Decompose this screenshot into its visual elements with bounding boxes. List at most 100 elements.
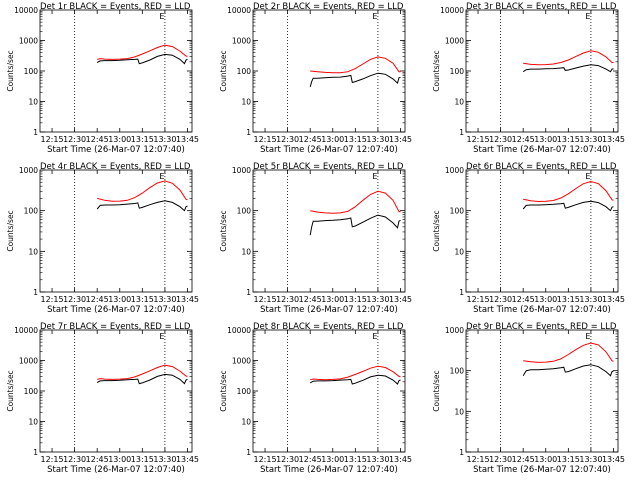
x-axis-label: Start Time (26-Mar-07 12:07:40) [473,145,611,155]
x-tick-label: 13:00 [108,295,131,304]
y-tick-label: 1000 [232,37,251,46]
lld-series-line [523,50,614,66]
x-tick-label: 12:15 [41,295,64,304]
x-tick-label: 13:00 [321,455,344,464]
chart-title: Det 7r BLACK = Events, RED = LLD [40,322,191,332]
x-tick-label: 12:30 [63,455,86,464]
x-tick-label: 13:45 [602,295,625,304]
x-axis-label: Start Time (26-Mar-07 12:07:40) [260,145,398,155]
events-series-line [96,53,188,65]
y-tick-label: 1000 [232,357,251,366]
x-tick-label: 12:15 [41,455,64,464]
x-tick-label: 12:15 [467,455,490,464]
x-tick-label: 13:15 [557,135,580,144]
x-tick-label: 13:15 [344,135,367,144]
chart-panel-1: Det 1r BLACK = Events, RED = LLD 12:15 12:… [6,2,199,155]
y-tick-label: 100 [24,207,39,216]
marker-label: E [585,332,590,341]
y-tick-label: 100 [450,367,465,376]
x-tick-label: 13:30 [153,135,176,144]
y-tick-label: 1 [33,448,38,457]
x-tick-label: 12:15 [41,135,64,144]
x-tick-label: 12:15 [254,135,277,144]
x-tick-label: 12:45 [512,295,535,304]
y-tick-label: 10 [241,98,251,107]
x-axis-label: Start Time (26-Mar-07 12:07:40) [260,305,398,315]
x-tick-label: 13:00 [108,455,131,464]
marker-label: E [372,172,377,181]
x-tick-label: 13:45 [389,455,412,464]
chart-title: Det 1r BLACK = Events, RED = LLD [40,2,191,12]
events-series-line [522,364,614,377]
y-tick-label: 1000 [445,326,464,335]
y-tick-label: 1 [33,128,38,137]
marker-label: E [585,172,590,181]
y-tick-label: 100 [237,67,252,76]
x-tick-label: 13:45 [389,295,412,304]
x-tick-label: 13:15 [344,295,367,304]
x-tick-label: 12:30 [276,295,299,304]
x-tick-label: 12:45 [299,455,322,464]
x-tick-label: 13:15 [557,295,580,304]
plot-frame [39,329,193,453]
y-tick-label: 10 [241,418,251,427]
chart-title: Det 9r BLACK = Events, RED = LLD [466,322,617,332]
y-tick-label: 1000 [445,166,464,175]
y-tick-label: 10000 [14,6,38,15]
y-axis-label: Counts/sec [432,210,441,251]
y-axis-label: Counts/sec [6,210,15,251]
events-series-line [522,200,614,212]
chart-title: Det 5r BLACK = Events, RED = LLD [253,162,404,172]
x-tick-label: 12:45 [512,455,535,464]
y-tick-label: 10 [28,247,38,256]
x-tick-label: 12:30 [489,455,512,464]
y-tick-label: 1000 [19,357,38,366]
events-series-line [309,72,401,88]
x-tick-label: 12:45 [512,135,535,144]
x-tick-label: 13:45 [389,135,412,144]
y-tick-label: 1 [246,288,251,297]
chart-title: Det 3r BLACK = Events, RED = LLD [466,2,617,12]
y-tick-label: 10000 [14,326,38,335]
y-tick-label: 10000 [440,6,464,15]
marker-label: E [585,12,590,21]
x-tick-label: 13:00 [534,455,557,464]
x-tick-label: 13:15 [131,295,154,304]
marker-label: E [372,332,377,341]
plot-frame [465,169,619,293]
x-tick-label: 13:00 [534,295,557,304]
marker-label: E [159,332,164,341]
y-tick-label: 10 [28,418,38,427]
x-tick-label: 13:15 [131,135,154,144]
lld-series-line [310,56,401,74]
events-series-line [309,214,401,236]
y-tick-label: 1 [246,448,251,457]
x-tick-label: 13:15 [131,455,154,464]
marker-label: E [159,12,164,21]
y-tick-label: 1000 [445,37,464,46]
y-tick-label: 1 [459,288,464,297]
x-tick-label: 13:30 [153,295,176,304]
events-series-line [309,374,401,385]
x-axis-label: Start Time (26-Mar-07 12:07:40) [473,305,611,315]
y-tick-label: 1 [459,128,464,137]
chart-panel-7: Det 7r BLACK = Events, RED = LLD 12:15 12:… [6,322,199,475]
y-axis-label: Counts/sec [219,50,228,91]
y-tick-label: 10 [454,407,464,416]
y-tick-label: 100 [237,387,252,396]
x-axis-label: Start Time (26-Mar-07 12:07:40) [47,465,185,475]
x-tick-label: 13:30 [366,295,389,304]
x-tick-label: 12:45 [86,135,109,144]
lld-series-line [523,180,614,203]
lld-series-line [97,364,188,380]
x-tick-label: 12:30 [489,295,512,304]
x-tick-label: 12:15 [254,455,277,464]
marker-label: E [372,12,377,21]
x-tick-label: 13:30 [579,455,602,464]
x-axis-label: Start Time (26-Mar-07 12:07:40) [260,465,398,475]
